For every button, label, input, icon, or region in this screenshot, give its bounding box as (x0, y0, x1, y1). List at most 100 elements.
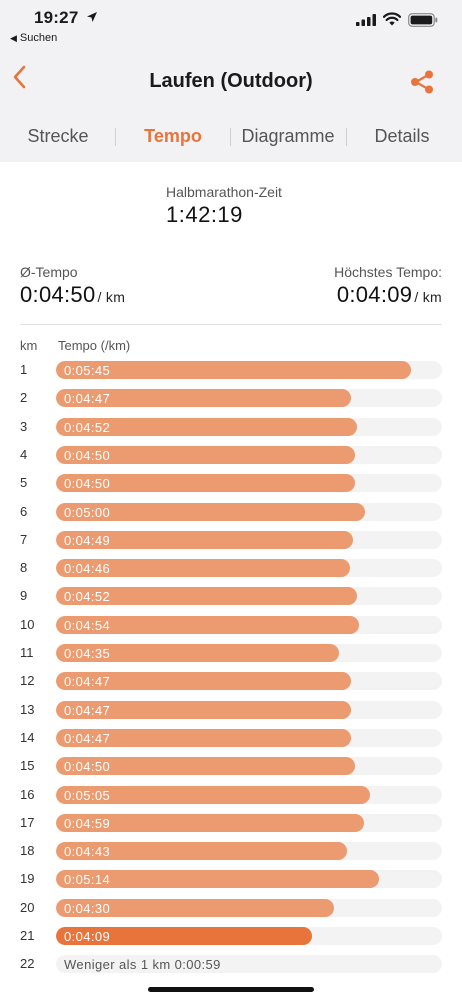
cellular-signal-icon (356, 14, 376, 26)
pace-bar (56, 417, 357, 436)
pace-bar (56, 870, 379, 889)
halfmarathon-label: Halbmarathon-Zeit (166, 184, 282, 200)
row-km-label: 6 (20, 503, 28, 519)
pace-value-label: 0:04:47 (64, 674, 111, 690)
pace-bar (56, 474, 355, 493)
pace-value-label: 0:04:50 (64, 759, 111, 775)
back-chevron-icon[interactable] (8, 62, 32, 92)
tab-strecke[interactable]: Strecke (27, 126, 89, 146)
pace-bar (56, 587, 357, 606)
row-km-label: 3 (20, 418, 28, 434)
tab-details[interactable]: Details (374, 126, 430, 146)
pace-bar-best (56, 927, 312, 945)
tab-diagramme[interactable]: Diagramme (241, 126, 335, 146)
pace-bar-track: 0:04:52 (56, 587, 442, 606)
pace-bar-track: 0:04:50 (56, 445, 442, 464)
tab-bar: Strecke Tempo Diagramme Details (0, 114, 462, 160)
pace-value-label: 0:04:30 (64, 900, 111, 916)
share-icon[interactable] (408, 68, 436, 96)
pace-value-label: 0:04:47 (64, 730, 111, 746)
pace-row: 14 0:04:47 (0, 728, 462, 748)
row-km-label: 2 (20, 390, 28, 406)
status-time: 19:27 (34, 8, 79, 27)
tab-separator (346, 128, 347, 146)
back-to-app-link[interactable]: ◀ Suchen (10, 32, 57, 44)
pace-bar (56, 700, 351, 719)
pace-value-label: 0:05:05 (64, 787, 111, 803)
pace-bar-track: 0:04:47 (56, 728, 442, 747)
row-km-label: 11 (20, 645, 34, 660)
pace-value-label: 0:04:49 (64, 532, 111, 548)
pace-bar-track: 0:04:46 (56, 559, 442, 578)
row-km-label: 21 (20, 928, 35, 943)
pace-value-label: 0:04:52 (64, 589, 111, 605)
pace-row: 8 0:04:46 (0, 558, 462, 578)
max-pace-unit: / km (414, 289, 442, 305)
pace-bar-track: 0:04:47 (56, 389, 442, 408)
pace-bar (56, 757, 355, 776)
back-triangle-icon: ◀ (10, 33, 17, 43)
pace-row: 10 0:04:54 (0, 615, 462, 635)
pace-bar-track: 0:04:50 (56, 474, 442, 493)
back-app-label: Suchen (19, 32, 58, 44)
pace-bar (56, 842, 347, 861)
row-km-label: 15 (20, 758, 35, 774)
pace-bar-track: 0:04:43 (56, 842, 442, 861)
pace-row: 22 Weniger als 1 km 0:00:59 (0, 954, 462, 974)
row-km-label: 12 (20, 673, 35, 689)
row-km-label: 13 (20, 701, 35, 717)
pace-row: 3 0:04:52 (0, 417, 462, 437)
row-km-label: 18 (20, 843, 35, 859)
pace-row: 11 0:04:35 (0, 643, 462, 663)
pace-row: 15 0:04:50 (0, 756, 462, 776)
pace-row: 5 0:04:50 (0, 473, 462, 493)
pace-row: 16 0:05:05 (0, 785, 462, 805)
pace-bar-track: 0:04:50 (56, 757, 442, 776)
pace-bar (56, 898, 334, 917)
pace-bar-track: 0:05:45 (56, 361, 442, 379)
tab-tempo[interactable]: Tempo (144, 126, 202, 146)
pace-bar-track: 0:04:54 (56, 615, 442, 634)
pace-row: 4 0:04:50 (0, 445, 462, 465)
pace-value-label: 0:04:52 (64, 419, 111, 435)
pace-bar (56, 502, 365, 521)
row-km-label: 10 (20, 616, 35, 632)
row-km-label: 7 (20, 531, 28, 547)
pace-row: 1 0:05:45 (0, 360, 462, 380)
divider (20, 324, 442, 325)
pace-bar (56, 389, 351, 408)
pace-bar (56, 615, 359, 634)
pace-bar-track: 0:04:52 (56, 417, 442, 436)
pace-row: 21 0:04:09 (0, 926, 462, 946)
pace-row: 6 0:05:00 (0, 502, 462, 522)
tempo-content: Halbmarathon-Zeit 1:42:19 Ø-Tempo 0:04:5… (0, 162, 462, 1000)
pace-row: 7 0:04:49 (0, 530, 462, 550)
pace-bar-track: 0:04:35 (56, 644, 442, 662)
avg-pace-value: 0:04:50 (20, 282, 96, 307)
location-arrow-icon (87, 12, 97, 22)
pace-row: 9 0:04:52 (0, 586, 462, 606)
pace-bar (56, 445, 355, 464)
pace-row: 13 0:04:47 (0, 700, 462, 720)
pace-value-label: 0:05:45 (64, 363, 111, 378)
pace-bar-track: 0:04:47 (56, 672, 442, 691)
navigation-bar: Laufen (Outdoor) (0, 56, 462, 108)
pace-value-label: 0:05:00 (64, 504, 111, 520)
pace-value-label: 0:04:50 (64, 476, 111, 492)
pace-bar-track: 0:04:59 (56, 813, 442, 832)
pace-bar-track: 0:05:05 (56, 785, 442, 804)
row-km-label: 22 (20, 956, 35, 972)
pace-bar (56, 785, 370, 804)
pace-value-label: 0:04:54 (64, 617, 111, 633)
pace-bar-track: 0:04:30 (56, 898, 442, 917)
pace-bar-track: 0:05:14 (56, 870, 442, 889)
pace-bar (56, 644, 339, 662)
max-pace-value: 0:04:09 (336, 282, 413, 307)
pace-bar (56, 813, 364, 832)
row-km-label: 19 (20, 871, 35, 887)
pace-bar (56, 361, 411, 379)
pace-row: 2 0:04:47 (0, 388, 462, 408)
avg-pace-label: Ø-Tempo (20, 264, 78, 280)
pace-bar-track: 0:04:47 (56, 700, 442, 719)
avg-pace-unit: / km (97, 289, 126, 305)
